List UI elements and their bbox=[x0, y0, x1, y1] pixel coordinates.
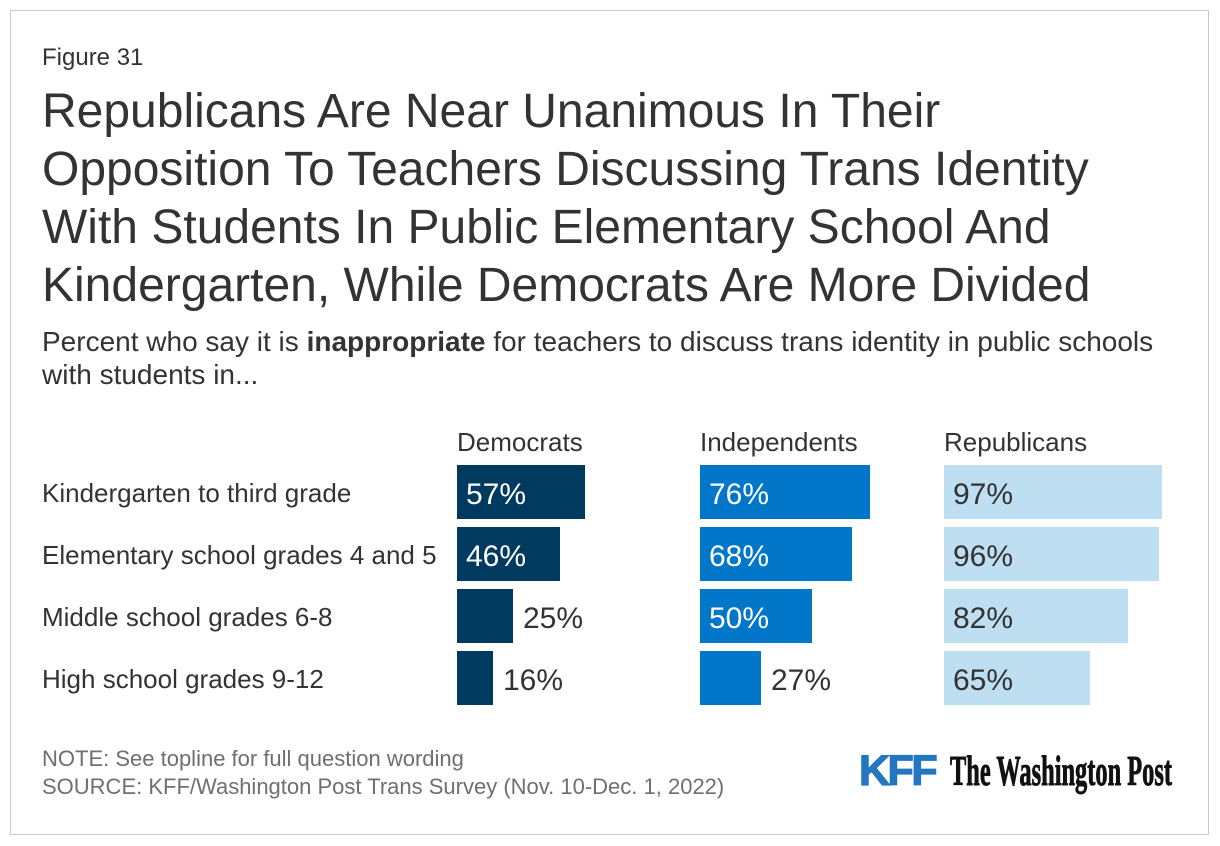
svg-text:The Washington Post: The Washington Post bbox=[950, 750, 1172, 795]
